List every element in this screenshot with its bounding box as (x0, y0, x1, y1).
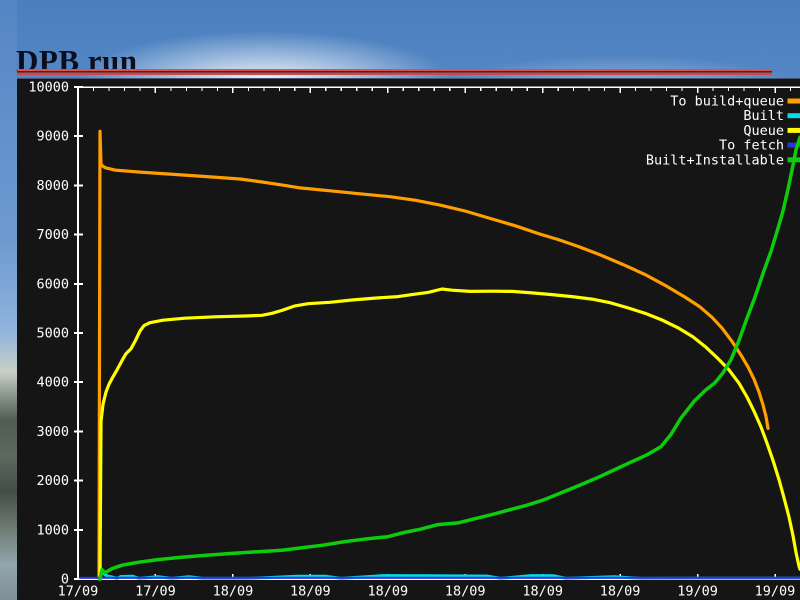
y-tick-label: 9000 (36, 129, 69, 145)
series-to-build-queue (97, 129, 770, 581)
y-tick-label: 2000 (36, 473, 69, 489)
x-tick-label: 18/09 (213, 584, 254, 600)
legend-swatch (787, 98, 800, 104)
x-tick-label: 18/09 (367, 584, 408, 600)
x-tick-label: 18/09 (522, 584, 563, 600)
x-tick-label: 18/09 (445, 584, 486, 600)
y-tick-label: 1000 (36, 522, 69, 538)
legend-label-built: Built (743, 108, 784, 124)
y-tick-label: 0 (61, 572, 69, 588)
title-divider (17, 69, 772, 75)
series-built-installable (98, 135, 800, 581)
legend-swatch (787, 113, 800, 119)
y-axis-labels: 0 1000 2000 3000 4000 5000 6000 7000 8000 9000 100… (28, 80, 69, 588)
y-tick-label: 6000 (36, 276, 69, 292)
legend-swatch (787, 142, 800, 148)
background-cloud (80, 0, 520, 78)
legend-label-to-fetch: To fetch (719, 138, 784, 154)
x-tick-label: 17/09 (135, 584, 176, 600)
background-landscape-strip (0, 0, 17, 600)
y-tick-label: 8000 (36, 178, 69, 194)
dpb-run-chart: 0 1000 2000 3000 4000 5000 6000 7000 8000 9000 100… (28, 80, 800, 600)
y-tick-label: 7000 (36, 227, 69, 243)
y-tick-label: 4000 (36, 375, 69, 391)
x-tick-label: 17/09 (58, 584, 99, 600)
y-tick-label: 10000 (28, 80, 69, 96)
y-tick-label: 3000 (36, 424, 69, 440)
x-tick-label: 18/09 (290, 584, 331, 600)
legend-label-queue: Queue (743, 123, 784, 139)
y-tick-label: 5000 (36, 326, 69, 342)
x-tick-label: 19/09 (677, 584, 718, 600)
legend-label-built-installable: Built+Installable (646, 152, 784, 168)
x-tick-label: 18/09 (600, 584, 641, 600)
series-queue (98, 287, 800, 581)
chart-panel: 0 1000 2000 3000 4000 5000 6000 7000 8000 9000 100… (17, 78, 800, 600)
x-axis-labels: 17/09 17/09 18/09 18/09 18/09 18/09 18/09 18/09… (58, 584, 796, 600)
legend-swatch (787, 127, 800, 133)
legend-label-to-build-queue: To build+queue (670, 94, 784, 110)
x-tick-label: 19/09 (755, 584, 796, 600)
